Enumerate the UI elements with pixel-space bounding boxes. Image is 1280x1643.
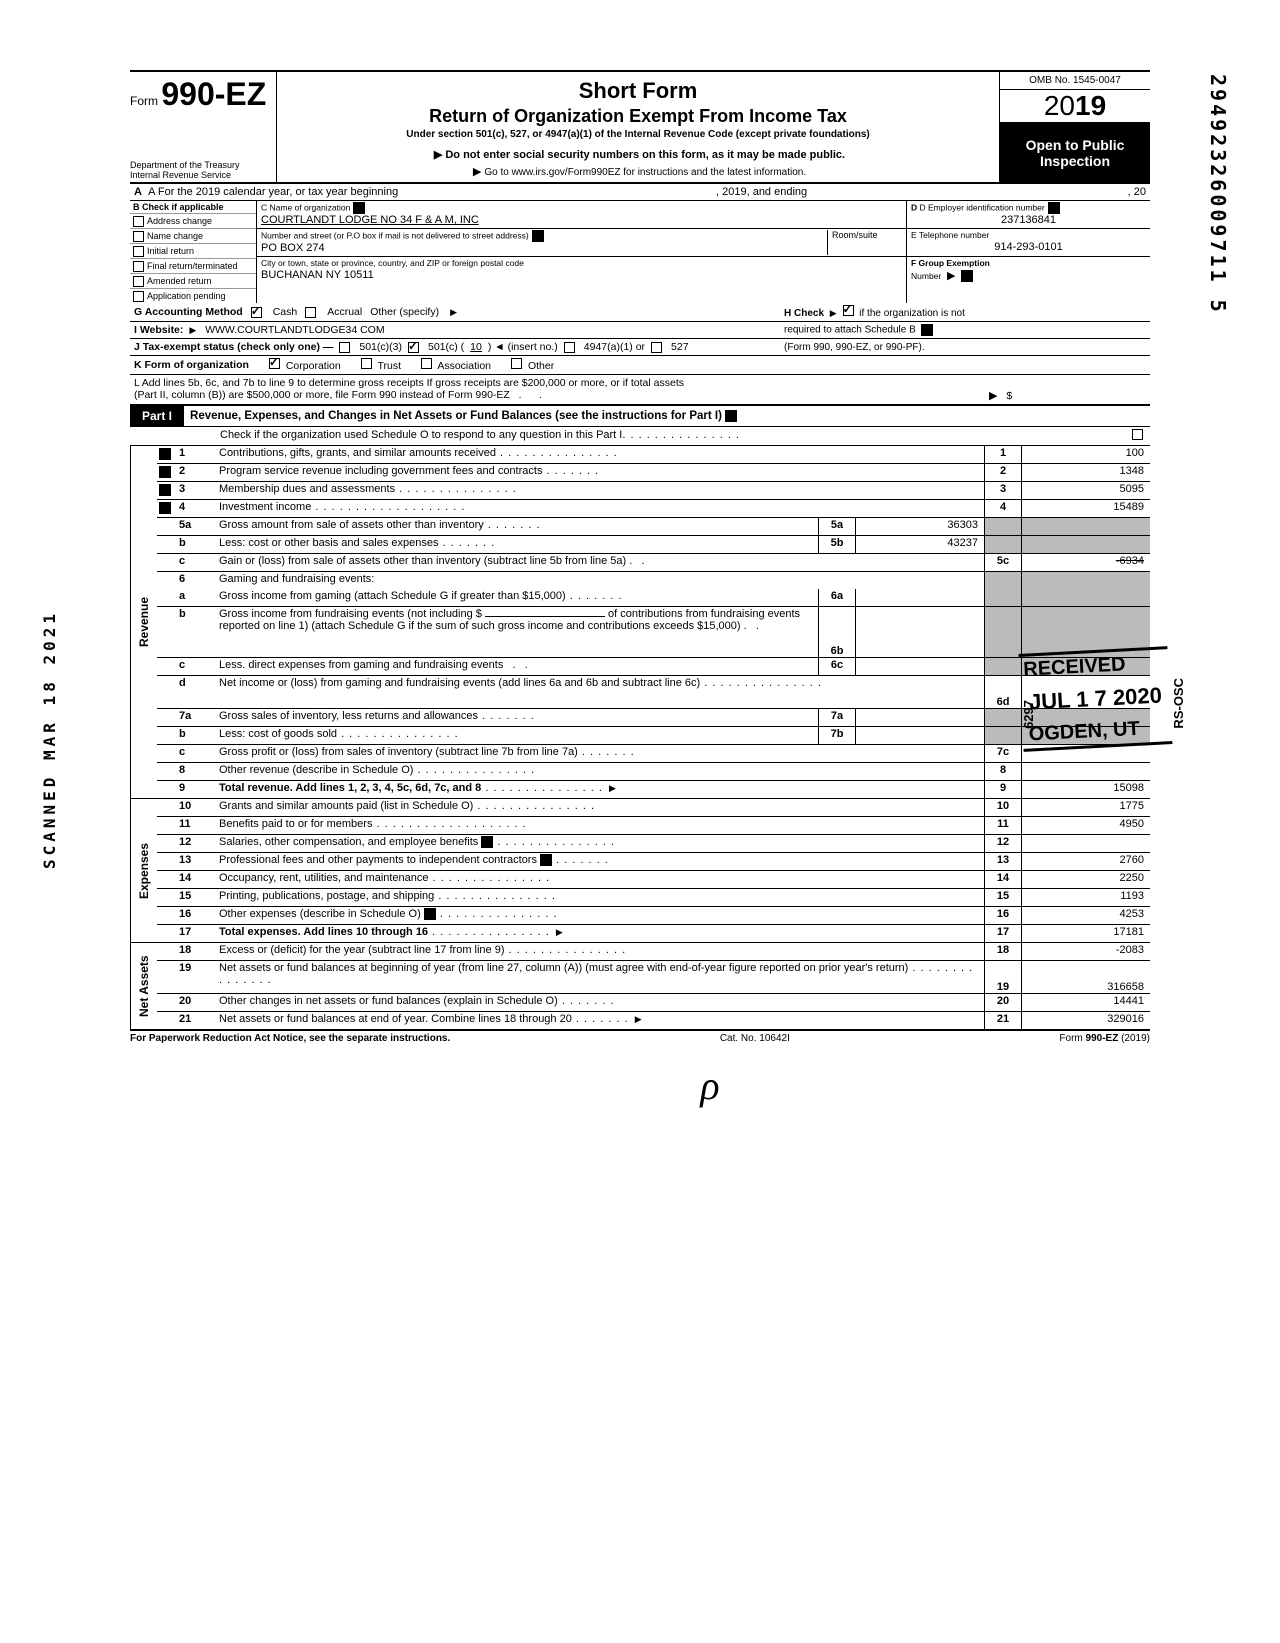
chk-schedule-o[interactable]	[1132, 429, 1143, 440]
address: PO BOX 274	[261, 242, 325, 254]
chk-501c3[interactable]	[339, 342, 350, 353]
chk-pending[interactable]	[133, 291, 144, 302]
chk-initial[interactable]	[133, 246, 144, 257]
page-footer: For Paperwork Reduction Act Notice, see …	[130, 1031, 1150, 1044]
chk-name[interactable]	[133, 231, 144, 242]
form-header: Form 990-EZ Department of the TreasuryIn…	[130, 70, 1150, 184]
help-icon	[1048, 202, 1060, 214]
no-ssn: Do not enter social security numbers on …	[445, 149, 845, 161]
chk-4947[interactable]	[564, 342, 575, 353]
help-icon	[921, 324, 933, 336]
line-k: K Form of organization Corporation Trust…	[130, 356, 1150, 375]
doc-id: 29492326009711 5	[1206, 74, 1230, 315]
part1-header: Part I Revenue, Expenses, and Changes in…	[130, 406, 1150, 427]
help-icon	[725, 410, 737, 422]
box-b: B Check if applicable Address change Nam…	[130, 201, 257, 303]
chk-cash[interactable]	[251, 307, 262, 318]
form-prefix: Form	[130, 94, 158, 108]
help-icon	[540, 854, 552, 866]
chk-final[interactable]	[133, 261, 144, 272]
chk-527[interactable]	[651, 342, 662, 353]
vtab-expenses: Expenses	[130, 799, 157, 942]
help-icon	[424, 908, 436, 920]
box-c: C Name of organization COURTLANDT LODGE …	[257, 201, 907, 303]
help-icon	[961, 270, 973, 282]
open-inspection: Open to PublicInspection	[1000, 123, 1150, 182]
chk-assoc[interactable]	[421, 358, 432, 369]
help-icon	[159, 448, 171, 460]
chk-address[interactable]	[133, 216, 144, 227]
chk-corp[interactable]	[269, 358, 280, 369]
line-i: I Website: WWW.COURTLANDTLODGE34 COM req…	[130, 322, 1150, 339]
omb: OMB No. 1545-0047	[1000, 72, 1150, 90]
line-a: A A For the 2019 calendar year, or tax y…	[130, 184, 1150, 201]
line-g: G Accounting Method Cash Accrual Other (…	[130, 303, 1150, 322]
chk-accrual[interactable]	[305, 307, 316, 318]
form-number: 990-EZ	[161, 76, 266, 112]
signature-mark: ρ	[270, 1062, 1150, 1109]
line-l: L Add lines 5b, 6c, and 7b to line 9 to …	[130, 375, 1150, 406]
line-j: J Tax-exempt status (check only one) — 5…	[130, 339, 1150, 356]
schedule-o-check-text: Check if the organization used Schedule …	[220, 429, 622, 443]
org-name: COURTLANDT LODGE NO 34 F & A M, INC	[261, 214, 479, 226]
chk-other[interactable]	[511, 358, 522, 369]
help-icon	[159, 484, 171, 496]
city: BUCHANAN NY 10511	[261, 269, 374, 281]
vtab-net-assets: Net Assets	[130, 943, 157, 1029]
room-suite: Room/suite	[827, 230, 902, 255]
vtab-revenue: Revenue	[130, 446, 157, 798]
help-icon	[353, 202, 365, 214]
help-icon	[159, 502, 171, 514]
website: WWW.COURTLANDTLODGE34 COM	[205, 324, 384, 336]
chk-trust[interactable]	[361, 358, 372, 369]
scanned-stamp: SCANNED MAR 18 2021	[40, 610, 59, 869]
help-icon	[481, 836, 493, 848]
year: 2019	[1000, 90, 1150, 123]
subtitle: Under section 501(c), 527, or 4947(a)(1)…	[283, 129, 993, 140]
ein: 237136841	[911, 214, 1146, 226]
received-stamp: RECEIVED JUL 1 7 2020 OGDEN, UT	[1019, 646, 1173, 752]
chk-501c[interactable]	[408, 342, 419, 353]
dept-treasury: Department of the TreasuryInternal Reven…	[130, 160, 270, 180]
chk-amended[interactable]	[133, 276, 144, 287]
phone: 914-293-0101	[911, 241, 1146, 253]
short-form-title: Short Form	[283, 78, 993, 104]
stamp-side: RS-OSC	[1171, 678, 1186, 729]
return-title: Return of Organization Exempt From Incom…	[283, 106, 993, 127]
help-icon	[532, 230, 544, 242]
help-icon	[159, 466, 171, 478]
chk-h[interactable]	[843, 305, 854, 316]
goto: Go to www.irs.gov/Form990EZ for instruct…	[484, 167, 806, 178]
box-d: D D Employer identification number 23713…	[907, 201, 1150, 303]
